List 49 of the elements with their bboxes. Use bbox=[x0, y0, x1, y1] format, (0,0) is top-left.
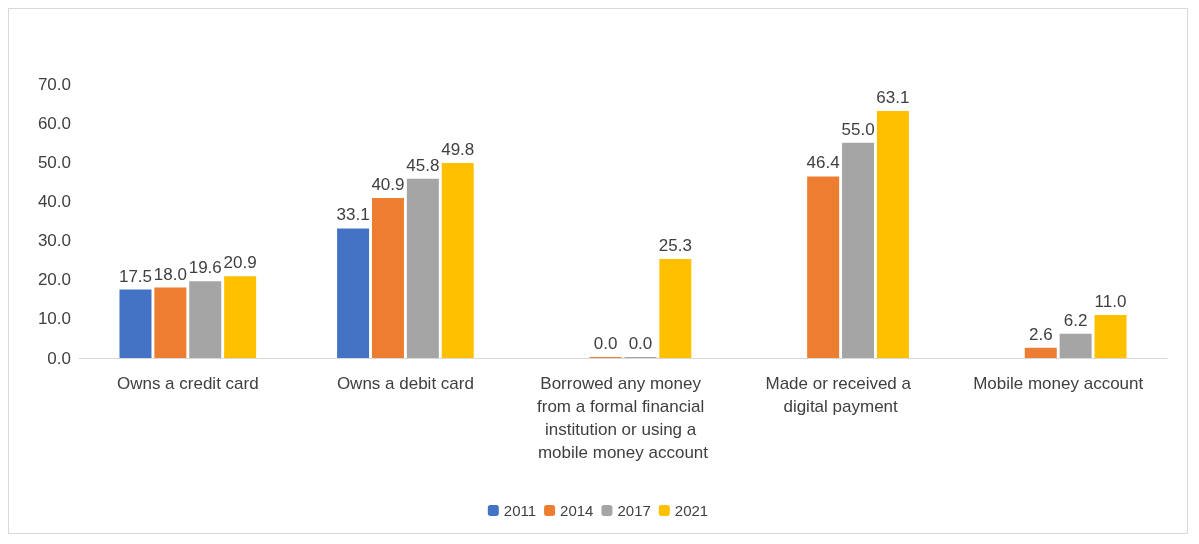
bar bbox=[119, 289, 152, 358]
data-label: 19.6 bbox=[188, 258, 222, 278]
bar bbox=[406, 178, 439, 358]
bar bbox=[1059, 333, 1092, 358]
bar bbox=[1024, 347, 1057, 358]
bar bbox=[842, 142, 875, 358]
x-tick-label: Made or received a digital payment bbox=[765, 374, 916, 416]
legend-label: 2017 bbox=[617, 502, 651, 519]
data-label: 46.4 bbox=[806, 153, 840, 173]
data-label: 18.0 bbox=[153, 264, 187, 284]
legend-label: 2014 bbox=[560, 502, 594, 519]
y-tick-label: 70.0 bbox=[37, 74, 71, 94]
data-label: 40.9 bbox=[371, 174, 405, 194]
data-label: 0.0 bbox=[593, 334, 618, 353]
bar bbox=[371, 197, 404, 358]
x-tick-label: Owns a credit card bbox=[116, 374, 259, 393]
data-label: 49.8 bbox=[441, 140, 475, 160]
data-label: 63.1 bbox=[876, 88, 910, 108]
y-tick-label: 60.0 bbox=[37, 113, 71, 133]
bar bbox=[659, 258, 692, 358]
data-label: 55.0 bbox=[841, 119, 875, 139]
y-tick-label: 30.0 bbox=[37, 231, 71, 251]
data-label: 20.9 bbox=[223, 253, 257, 273]
data-label: 33.1 bbox=[336, 205, 370, 225]
data-label: 11.0 bbox=[1094, 291, 1127, 311]
y-tick-label: 50.0 bbox=[37, 152, 71, 172]
y-tick-label: 10.0 bbox=[37, 309, 71, 329]
data-label: 45.8 bbox=[406, 155, 440, 175]
bar bbox=[876, 111, 909, 358]
legend-label: 2021 bbox=[674, 502, 709, 519]
x-tick-label: Mobile money account bbox=[973, 374, 1144, 393]
legend-label: 2011 bbox=[503, 502, 537, 519]
data-label: 6.2 bbox=[1063, 310, 1088, 330]
bar bbox=[807, 176, 840, 358]
bar bbox=[441, 163, 474, 358]
y-tick-label: 20.0 bbox=[37, 270, 71, 290]
data-label: 17.5 bbox=[118, 266, 153, 286]
bar bbox=[224, 276, 257, 358]
y-tick-label: 0.0 bbox=[47, 348, 71, 368]
bar bbox=[189, 281, 222, 358]
data-label: 2.6 bbox=[1028, 324, 1053, 344]
bar bbox=[154, 287, 187, 358]
data-label: 25.3 bbox=[658, 235, 692, 255]
y-tick-label: 40.0 bbox=[37, 191, 71, 211]
x-tick-label: Borrowed any money from a formal financial institution or using a mobile money account bbox=[537, 374, 709, 462]
x-tick-label: Owns a debit card bbox=[336, 374, 474, 393]
bar bbox=[337, 228, 370, 358]
bar bbox=[1094, 314, 1127, 358]
data-label: 0.0 bbox=[628, 334, 653, 353]
